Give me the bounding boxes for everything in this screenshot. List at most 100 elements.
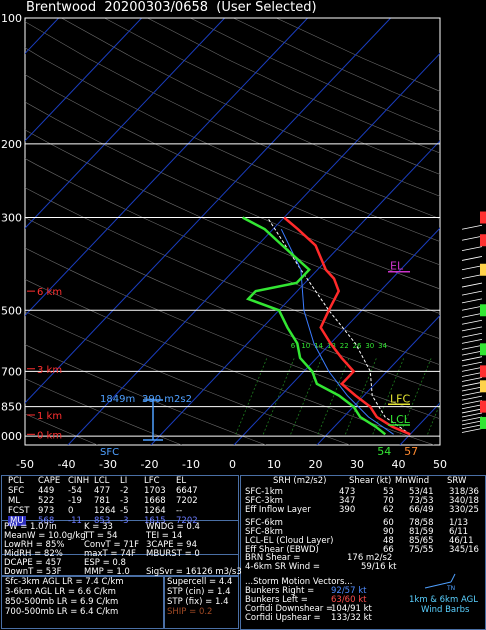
isotherm-line: [25, 18, 309, 317]
thermo-param: DownT = 53F: [4, 567, 62, 577]
sounding-datetime: 20200303/0658: [104, 0, 209, 15]
mixing-ratio-line: [372, 357, 405, 435]
corfidi-down-value: 104/91 kt: [331, 604, 372, 614]
wind-barb: [461, 386, 483, 392]
kinematic-row-cell: 75/55: [409, 545, 434, 555]
thermo-param: K = 33: [84, 522, 113, 532]
isotherm-line: [25, 18, 143, 142]
hodograph-inset: TN: [424, 573, 456, 592]
hodo-legend-line1: 1km & 6km AGL: [409, 595, 478, 605]
kinematic-row: SFC-6km 60 78/58 1/13: [243, 518, 483, 528]
thermo-param: PW = 1.07in: [4, 522, 57, 532]
parcel-header-row-cell: EL: [176, 476, 187, 486]
wind-barb: [461, 246, 483, 252]
parcel-header-row-cell: CAPE: [38, 476, 61, 486]
wind-barb: [461, 416, 483, 422]
dry-adiabat: [276, 18, 440, 92]
height-label: 0 km: [37, 430, 62, 441]
bunkers-left-value: 63/60 kt: [331, 595, 367, 605]
wind-barb: [461, 274, 483, 279]
mixing-ratio-label: 34: [378, 342, 387, 350]
kinematic-row-cell: SFC-8km: [245, 527, 283, 537]
parcel-cell: 7202: [176, 496, 198, 506]
kinematic-row-cell: 345/16: [449, 545, 479, 555]
corfidi-up-value: 133/32 kt: [331, 613, 372, 623]
dry-adiabat: [25, 158, 440, 340]
parcel-row[interactable]: MU 568 -11 853 -3 1615 7202: [4, 516, 236, 526]
parcel-cell: -5: [120, 506, 129, 516]
thermo-param: MeanW = 10.0g/kg: [4, 531, 86, 541]
dry-adiabat: [25, 378, 182, 445]
pressure-label: 100: [1, 12, 22, 25]
mixing-ratio-line: [235, 357, 268, 435]
parcel-row[interactable]: ML 522 -19 781 -3 1668 7202: [4, 496, 236, 506]
kinematic-header-row-cell: SRH (m2/s2): [273, 476, 327, 486]
dry-adiabat: [25, 74, 440, 266]
wind-barb: [461, 344, 483, 350]
storm-motion-title: ...Storm Motion Vectors...: [245, 577, 353, 587]
lfc-level-label: LFC: [390, 392, 410, 405]
kinematic-row-cell: SFC-1km: [245, 487, 283, 497]
lapse-rate-panel: [1, 575, 165, 629]
wind-speed-bar: [480, 263, 486, 276]
wind-barb: [461, 305, 483, 311]
isotherm-line: [25, 18, 392, 404]
parcel-table-panel: [1, 475, 239, 555]
corfidi-up-label: Corfidi Upshear =: [245, 613, 321, 623]
composite-params: Supercell = 4.4 STP (cin) = 1.4 STP (fix…: [167, 577, 237, 627]
parcel-cell: -2: [120, 486, 129, 496]
kinematic-row: Eff Shear (EBWD) 66 75/55 345/16: [243, 545, 483, 555]
parcel-cell: 1264: [144, 506, 166, 516]
parcel-row[interactable]: FCST 973 0 1264 -5 1264 --: [4, 506, 236, 516]
isotherm-line: [316, 314, 440, 445]
isotherm-line: [67, 52, 440, 445]
ship-param: SHIP = 0.2: [167, 607, 213, 617]
wind-barb: [461, 361, 483, 367]
wind-barb: [461, 298, 483, 304]
hodo-legend-line2: Wind Barbs: [421, 605, 470, 615]
thermo-param: DCAPE = 457: [4, 558, 62, 568]
thermo-param: ESP = 0.8: [84, 558, 126, 568]
parcel-cell: 477: [94, 486, 111, 496]
inflow-srh-label: 390 m2s2: [142, 394, 192, 405]
brn-shear-row: BRN Shear = 176 m2/s2: [245, 553, 481, 563]
kinematic-row-cell: 46/11: [449, 536, 474, 546]
sr-wind-row: 4-6km SR Wind = 59/16 kt: [245, 562, 481, 572]
wind-barb: [461, 319, 483, 325]
parcel-cell: 7202: [176, 516, 198, 526]
wind-barb: [461, 377, 483, 382]
lapse-rate-row: 700-500mb LR = 6.4 C/km: [5, 607, 119, 617]
wind-barb: [461, 326, 483, 332]
parcel-cell: 1668: [144, 496, 166, 506]
parcel-cell: 6647: [176, 486, 198, 496]
kinematic-row: SFC-8km 90 81/59 6/11: [243, 527, 483, 537]
dry-adiabat: [25, 247, 440, 420]
wind-barb: [461, 338, 483, 344]
station-name: Brentwood: [26, 0, 97, 15]
parcel-cell: 781: [94, 496, 111, 506]
grid-lines: [25, 18, 440, 445]
parcel-row[interactable]: SFC 449 -54 477 -2 1703 6647: [4, 486, 236, 496]
dry-adiabat: [25, 217, 440, 392]
wind-barb: [461, 420, 483, 426]
wind-barb: [461, 265, 483, 271]
pressure-label: 850: [1, 401, 22, 414]
wind-barb: [461, 395, 483, 401]
wind-speed-bar: [480, 416, 486, 429]
parcel-cell: 568: [38, 516, 55, 526]
wind-barb: [461, 350, 483, 356]
lapse-rate-row: Sfc-3km AGL LR = 7.4 C/km: [5, 577, 124, 587]
corfidi-down-label: Corfidi Downshear =: [245, 604, 334, 614]
parcel-header-row-cell: LFC: [144, 476, 160, 486]
wind-speed-bar: [480, 365, 486, 378]
surface-dewpoint-label: 54: [377, 445, 391, 458]
bunkers-right-value: 92/57 kt: [331, 586, 367, 596]
wind-barb: [461, 235, 483, 241]
parcel-cell: --: [176, 506, 183, 516]
temp-axis-label: -40: [58, 458, 76, 471]
kinematic-row: LCL-EL (Cloud Layer) 48 85/65 46/11: [243, 536, 483, 546]
corfidi-up-row: Corfidi Upshear = 133/32 kt: [245, 613, 405, 623]
brn-shear-label: BRN Shear =: [245, 553, 301, 563]
wind-barb: [461, 404, 483, 410]
stp-cin: STP (cin) = 1.4: [167, 587, 231, 597]
